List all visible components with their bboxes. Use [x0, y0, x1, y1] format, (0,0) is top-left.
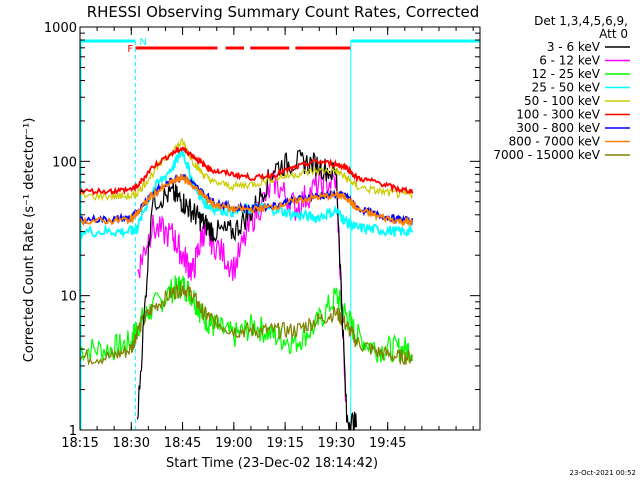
footer-date: 23-Oct-2021 00:52	[570, 469, 636, 477]
x-tick-label: 18:45	[164, 436, 201, 451]
legend-label: 300 - 800 keV	[516, 121, 600, 135]
y-tick-label: 1	[69, 424, 77, 439]
y-tick-label: 1000	[44, 21, 77, 36]
legend-label: 50 - 100 keV	[524, 94, 601, 108]
flag-bars: FN	[80, 37, 481, 430]
legend-label: 100 - 300 keV	[516, 108, 600, 122]
legend-label: 12 - 25 keV	[532, 67, 601, 81]
legend-header-line-1: Det 1,3,4,5,6,9,	[534, 14, 628, 28]
series-line	[79, 146, 414, 196]
plot-area: FN	[79, 26, 481, 431]
legend-label: 7000 - 15000 keV	[493, 148, 600, 162]
x-tick-label: 18:15	[61, 436, 98, 451]
legend-label: 6 - 12 keV	[539, 54, 601, 68]
legend-label: 800 - 7000 keV	[509, 135, 601, 149]
legend-label: 3 - 6 keV	[547, 40, 601, 54]
plot-frame	[79, 26, 481, 431]
x-tick-label: 18:30	[113, 436, 150, 451]
x-axis-ticks: 18:15 18:30 18:45 19:00 19:15 19:30 19:45	[61, 27, 474, 451]
legend-label: 25 - 50 keV	[532, 81, 601, 95]
series-line	[136, 149, 357, 431]
x-axis-label: Start Time (23-Dec-02 18:14:42)	[166, 456, 378, 471]
flag-label-f: F	[127, 44, 133, 55]
series-line	[79, 280, 413, 366]
series-line	[79, 173, 414, 228]
y-tick-label: 100	[52, 155, 77, 170]
y-axis-label: Corrected Count Rate (s⁻¹ detector⁻¹)	[22, 118, 37, 363]
x-tick-label: 19:45	[369, 436, 406, 451]
legend-header-line-2: Att 0	[599, 27, 628, 41]
series-line	[79, 138, 413, 202]
y-axis-ticks: 1 10 100 1000	[44, 21, 480, 439]
x-tick-label: 19:15	[266, 436, 303, 451]
x-tick-label: 19:00	[215, 436, 252, 451]
x-tick-label: 19:30	[318, 436, 355, 451]
series-line	[79, 275, 413, 363]
y-tick-label: 10	[60, 290, 77, 305]
series-lines	[79, 138, 414, 431]
chart-title: RHESSI Observing Summary Count Rates, Co…	[87, 3, 480, 21]
flag-label-n: N	[139, 37, 146, 48]
